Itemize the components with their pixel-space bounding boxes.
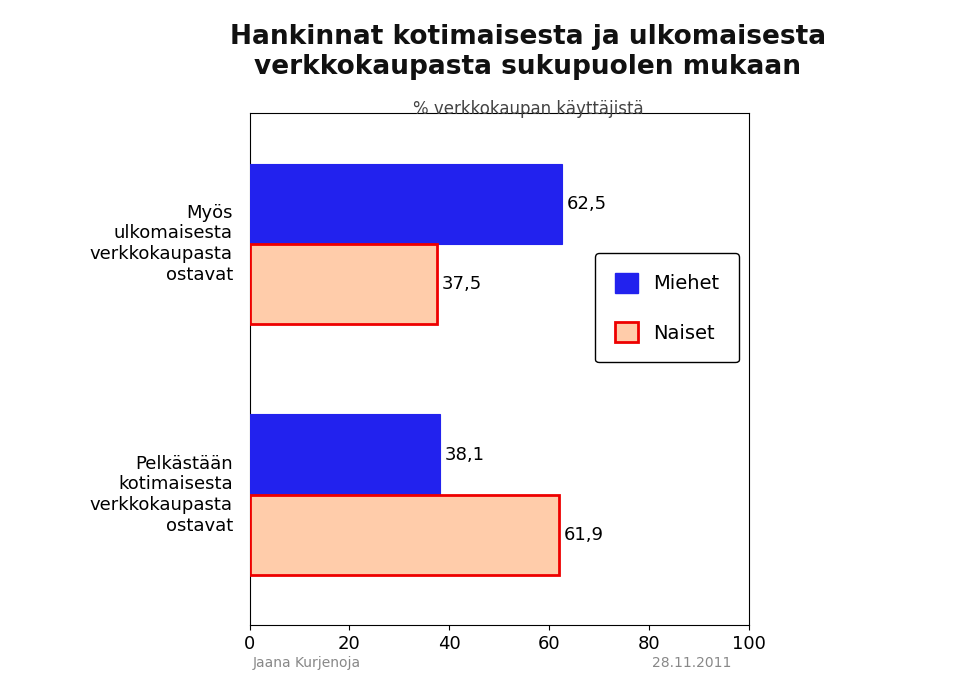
Text: Jaana Kurjenoja: Jaana Kurjenoja — [253, 656, 361, 670]
Bar — [250, 495, 559, 575]
Text: 61,9: 61,9 — [564, 526, 604, 544]
Text: % verkkokaupan käyttäjistä: % verkkokaupan käyttäjistä — [413, 100, 643, 117]
Text: 38,1: 38,1 — [444, 446, 485, 464]
Text: Hankinnat kotimaisesta ja ulkomaisesta
verkkokaupasta sukupuolen mukaan: Hankinnat kotimaisesta ja ulkomaisesta v… — [230, 24, 826, 80]
Text: 37,5: 37,5 — [442, 275, 482, 293]
Bar — [250, 164, 562, 244]
Text: 28.11.2011: 28.11.2011 — [652, 656, 731, 670]
Text: 62,5: 62,5 — [566, 194, 607, 213]
Legend: Miehet, Naiset: Miehet, Naiset — [595, 254, 739, 363]
Bar — [250, 244, 437, 324]
Bar — [250, 414, 440, 495]
